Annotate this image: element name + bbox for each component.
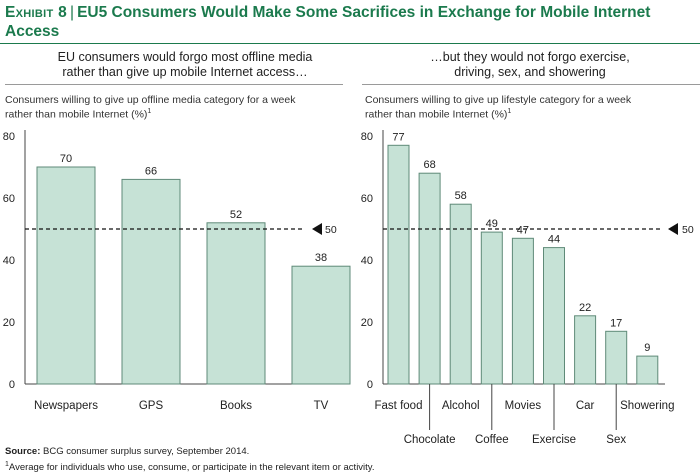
right-category-label: Coffee [475, 434, 509, 446]
left-axis-label: Consumers willing to give up offline med… [5, 94, 295, 121]
title-rule [0, 43, 700, 44]
right-heading-line2: driving, sex, and showering [454, 65, 606, 79]
left-bar [206, 222, 266, 385]
right-bar [574, 315, 597, 385]
right-bar-value-label: 77 [392, 131, 404, 143]
exhibit-title: Exhibit 8 | EU5 Consumers Would Make Some … [5, 3, 695, 41]
right-axis-label: Consumers willing to give up lifestyle c… [365, 94, 631, 121]
right-category-label: Movies [505, 400, 542, 412]
right-bar-value-label: 17 [610, 317, 622, 329]
right-category-label: Fast food [375, 400, 423, 412]
left-bar [36, 166, 96, 385]
right-category-label: Exercise [532, 434, 576, 446]
right-category-label: Chocolate [404, 434, 456, 446]
right-reference-arrow-icon [668, 223, 678, 235]
left-category-label: Books [220, 400, 252, 412]
source-label: Source: [5, 446, 41, 457]
left-category-label: GPS [139, 400, 164, 412]
left-ytick-label: 60 [3, 193, 15, 205]
right-bar-value-label: 47 [517, 224, 529, 236]
right-axis-label-line1: Consumers willing to give up lifestyle c… [365, 94, 632, 106]
left-bar-value-label: 70 [60, 153, 72, 165]
title-separator: | [70, 4, 75, 21]
right-bar [387, 144, 410, 385]
right-bar-value-label: 49 [486, 218, 498, 230]
right-bar [480, 231, 503, 385]
right-bar-value-label: 58 [455, 190, 467, 202]
exhibit-number: Exhibit 8 [5, 4, 68, 21]
left-ytick-label: 0 [9, 379, 15, 391]
left-heading-line2: rather than give up mobile Internet acce… [62, 65, 308, 79]
right-category-label: Showering [620, 400, 674, 412]
left-ytick-label: 20 [3, 317, 15, 329]
right-ytick-label: 80 [361, 131, 373, 143]
left-bar-value-label: 38 [315, 252, 327, 264]
right-bar [449, 203, 472, 385]
right-panel-heading: …but they would not forgo exercise, driv… [365, 50, 695, 80]
left-heading-line1: EU consumers would forgo most offline me… [57, 50, 313, 64]
footnote: 1Average for individuals who use, consum… [5, 459, 375, 474]
footnote-mark: 1 [5, 461, 9, 468]
left-ytick-label: 80 [3, 131, 15, 143]
left-axis-label-line1: Consumers willing to give up offline med… [5, 94, 296, 106]
right-heading-line1: …but they would not forgo exercise, [430, 50, 630, 64]
source-note: Source: BCG consumer surplus survey, Sep… [5, 446, 249, 458]
source-text: BCG consumer surplus survey, September 2… [43, 446, 250, 457]
right-category-label: Alcohol [442, 400, 480, 412]
right-axis-label-line2: rather than mobile Internet (%) [365, 108, 508, 121]
right-ytick-label: 40 [361, 255, 373, 267]
left-ytick-label: 40 [3, 255, 15, 267]
left-panel-heading: EU consumers would forgo most offline me… [20, 50, 350, 80]
right-bar-value-label: 22 [579, 302, 591, 314]
footnote-text: Average for individuals who use, consume… [8, 462, 375, 474]
right-reference-label: 50 [682, 224, 694, 236]
left-bar [291, 265, 351, 385]
left-axis-label-line2: rather than mobile Internet (%) [5, 108, 148, 121]
right-bar [605, 330, 628, 385]
right-ytick-label: 20 [361, 317, 373, 329]
right-bar [511, 237, 534, 385]
left-axis-label-footnote-mark: 1 [147, 108, 152, 115]
right-axis-label-footnote-mark: 1 [507, 108, 512, 115]
right-category-label: Car [576, 400, 595, 412]
left-reference-label: 50 [325, 224, 337, 236]
left-bar [121, 178, 181, 385]
left-bar-value-label: 66 [145, 165, 157, 177]
right-ytick-label: 0 [367, 379, 373, 391]
right-bar [636, 355, 659, 385]
exhibit-title-text: EU5 Consumers Would Make Some Sacrifices… [5, 4, 651, 40]
right-bar-value-label: 9 [644, 342, 650, 354]
right-bar-value-label: 68 [423, 159, 435, 171]
left-category-label: Newspapers [34, 400, 98, 412]
left-panel-rule [5, 84, 343, 85]
right-category-label: Sex [606, 434, 626, 446]
left-category-label: TV [314, 400, 329, 412]
right-panel-rule [362, 84, 700, 85]
right-bar [418, 172, 441, 385]
right-bar [543, 247, 565, 385]
right-bar-value-label: 44 [548, 234, 560, 246]
left-reference-arrow-icon [312, 223, 322, 235]
right-ytick-label: 60 [361, 193, 373, 205]
left-bar-value-label: 52 [230, 209, 242, 221]
